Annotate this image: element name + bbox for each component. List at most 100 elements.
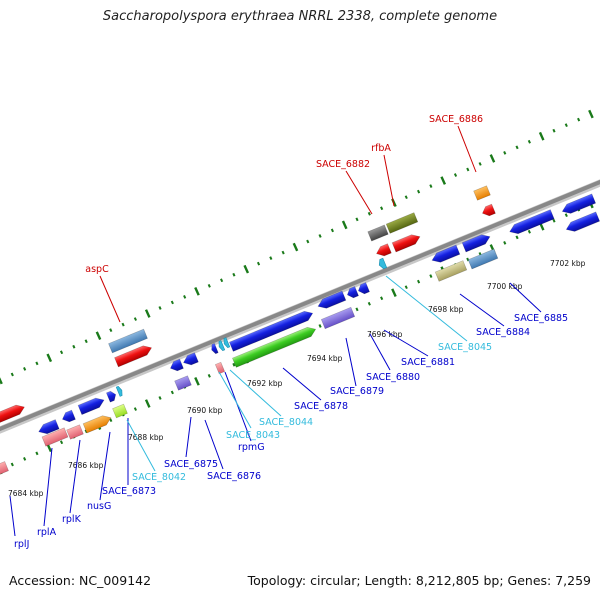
gene-arrow[interactable] — [37, 419, 60, 437]
gene-label[interactable]: aspC — [85, 264, 109, 275]
gene-arrow-shape[interactable] — [430, 244, 461, 265]
gene-label[interactable]: SACE_8044 — [259, 417, 313, 428]
gene-arrow[interactable] — [169, 358, 184, 373]
gene-arrow-shape[interactable] — [0, 402, 26, 429]
trna-arrow[interactable] — [222, 337, 231, 349]
gene-box-shape[interactable] — [434, 260, 468, 282]
gene-arrow-shape[interactable] — [77, 395, 106, 415]
gene-label[interactable]: SACE_6873 — [102, 486, 156, 497]
gene-arrow[interactable] — [345, 286, 359, 299]
gene-label[interactable]: rplJ — [14, 539, 29, 550]
gene-arrow[interactable] — [391, 232, 422, 253]
gene-label[interactable]: SACE_8045 — [438, 342, 492, 353]
gene-arrow-shape[interactable] — [210, 343, 219, 355]
gene-label[interactable]: SACE_6885 — [514, 313, 568, 324]
gene-box-shape[interactable] — [467, 248, 499, 270]
gene-arrow-shape[interactable] — [316, 290, 347, 311]
gene-arrow-shape[interactable] — [82, 413, 113, 434]
trna-arrow-shape[interactable] — [222, 337, 231, 349]
gene-arrow[interactable] — [229, 309, 314, 352]
trna-arrow-shape[interactable] — [377, 257, 388, 270]
gene-box-shape[interactable] — [66, 424, 84, 440]
gene-box[interactable] — [66, 424, 84, 440]
gene-box-shape[interactable] — [41, 427, 69, 447]
gene-arrow-shape[interactable] — [61, 409, 76, 424]
gene-arrow-shape[interactable] — [391, 232, 422, 253]
gene-label[interactable]: SACE_6880 — [366, 372, 420, 383]
gene-box-shape[interactable] — [214, 361, 226, 375]
gene-arrow-shape[interactable] — [356, 282, 370, 295]
gene-box[interactable] — [385, 212, 419, 234]
gene-arrow-shape[interactable] — [560, 193, 597, 216]
gene-box[interactable] — [367, 224, 389, 242]
gene-box[interactable] — [41, 427, 69, 447]
gene-arrow[interactable] — [82, 413, 113, 434]
gene-arrow[interactable] — [210, 343, 219, 355]
gene-box-shape[interactable] — [367, 224, 389, 242]
gene-label[interactable]: SACE_8042 — [132, 472, 186, 483]
gene-arrow[interactable] — [564, 211, 600, 234]
gene-features[interactable] — [0, 185, 600, 475]
gene-label[interactable]: SACE_8043 — [226, 430, 280, 441]
gene-box-shape[interactable] — [112, 403, 128, 419]
gene-box-shape[interactable] — [473, 185, 491, 201]
gene-arrow[interactable] — [375, 243, 392, 259]
gene-label[interactable]: rplK — [62, 514, 82, 525]
gene-box[interactable] — [467, 248, 499, 270]
gene-label[interactable]: SACE_6881 — [401, 357, 455, 368]
gene-arrow[interactable] — [508, 209, 555, 237]
gene-box[interactable] — [108, 328, 148, 354]
gene-arrow-shape[interactable] — [232, 325, 317, 368]
gene-box[interactable] — [0, 461, 9, 475]
gene-arrow[interactable] — [481, 203, 496, 218]
gene-label[interactable]: nusG — [87, 501, 111, 512]
gene-label[interactable]: SACE_6882 — [316, 159, 370, 170]
trna-arrow[interactable] — [377, 257, 388, 270]
gene-arrow-shape[interactable] — [461, 232, 492, 253]
gene-label[interactable]: SACE_6878 — [294, 401, 348, 412]
trna-arrow-shape[interactable] — [115, 385, 124, 397]
gene-arrow-shape[interactable] — [106, 390, 117, 403]
gene-arrow-shape[interactable] — [508, 209, 555, 237]
gene-arrow-shape[interactable] — [564, 211, 600, 234]
gene-arrow[interactable] — [232, 325, 317, 368]
gene-box-shape[interactable] — [0, 461, 9, 475]
gene-box[interactable] — [320, 306, 356, 330]
gene-arrow[interactable] — [560, 193, 597, 216]
gene-label[interactable]: rplA — [37, 527, 57, 538]
gene-box-shape[interactable] — [320, 306, 356, 330]
gene-arrow-shape[interactable] — [345, 286, 359, 299]
gene-arrow-shape[interactable] — [229, 309, 314, 352]
gene-arrow-shape[interactable] — [37, 419, 60, 437]
gene-label[interactable]: SACE_6875 — [164, 459, 218, 470]
gene-arrow[interactable] — [106, 390, 117, 403]
gene-label[interactable]: rpmG — [238, 442, 265, 453]
gene-arrow-shape[interactable] — [481, 203, 496, 218]
gene-box[interactable] — [174, 375, 192, 391]
gene-box[interactable] — [214, 361, 226, 375]
gene-arrow[interactable] — [0, 402, 26, 429]
gene-arrow-shape[interactable] — [182, 352, 199, 368]
gene-box[interactable] — [112, 403, 128, 419]
trna-arrow-shape[interactable] — [217, 340, 226, 352]
gene-label[interactable]: SACE_6876 — [207, 471, 261, 482]
gene-arrow-shape[interactable] — [375, 243, 392, 259]
gene-box-shape[interactable] — [174, 375, 192, 391]
gene-box[interactable] — [473, 185, 491, 201]
gene-label[interactable]: SACE_6884 — [476, 327, 530, 338]
gene-label[interactable]: rfbA — [371, 143, 391, 154]
gene-arrow[interactable] — [356, 282, 370, 295]
gene-box-shape[interactable] — [385, 212, 419, 234]
gene-label[interactable]: SACE_6886 — [429, 114, 483, 125]
gene-arrow-shape[interactable] — [114, 343, 154, 368]
gene-arrow[interactable] — [461, 232, 492, 253]
gene-arrow[interactable] — [61, 409, 76, 424]
gene-label[interactable]: SACE_6879 — [330, 386, 384, 397]
gene-arrow[interactable] — [77, 395, 106, 415]
gene-arrow[interactable] — [430, 244, 461, 265]
gene-arrow[interactable] — [114, 343, 154, 368]
gene-arrow[interactable] — [182, 352, 199, 368]
gene-arrow[interactable] — [316, 290, 347, 311]
gene-box[interactable] — [434, 260, 468, 282]
